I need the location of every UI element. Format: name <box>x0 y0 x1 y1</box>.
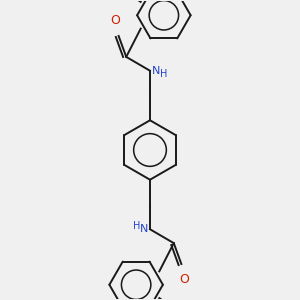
Text: O: O <box>180 273 190 286</box>
Text: N: N <box>152 66 160 76</box>
Text: H: H <box>133 221 140 231</box>
Text: O: O <box>110 14 120 27</box>
Text: N: N <box>140 224 148 234</box>
Text: H: H <box>160 69 167 79</box>
